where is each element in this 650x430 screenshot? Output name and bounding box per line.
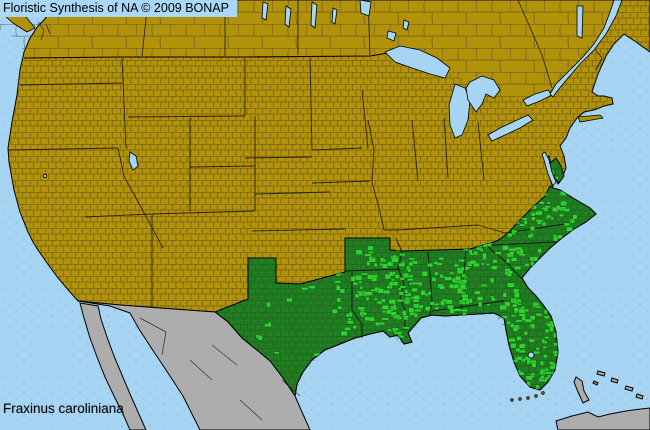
mexico <box>77 300 311 430</box>
small-lakes <box>43 0 557 359</box>
st-lawrence-river <box>549 0 623 98</box>
lake-of-the-woods <box>386 30 397 42</box>
mexico-mainland <box>77 300 311 430</box>
lake-tahoe <box>43 173 48 178</box>
great-salt-lake <box>128 151 139 171</box>
lake-champlain <box>576 5 584 39</box>
lake-superior <box>384 45 451 79</box>
baja-peninsula <box>79 302 147 430</box>
lake-erie <box>487 114 534 142</box>
cuba <box>555 407 650 430</box>
lake-okeechobee <box>527 351 535 359</box>
great-lakes <box>384 0 623 142</box>
chesapeake-bay <box>541 151 557 187</box>
mexico-state-borders <box>139 317 301 421</box>
map-title: Floristic Synthesis of NA © 2009 BONAP <box>0 0 237 17</box>
lake-winnipeg <box>359 0 372 17</box>
florida-keys <box>510 391 545 402</box>
species-name-label: Fraxinus caroliniana <box>3 401 124 416</box>
long-island <box>577 114 604 123</box>
lake-huron <box>465 75 501 113</box>
bahamas <box>573 370 644 404</box>
us-state-borders <box>7 57 506 312</box>
county-speckles <box>255 168 581 393</box>
